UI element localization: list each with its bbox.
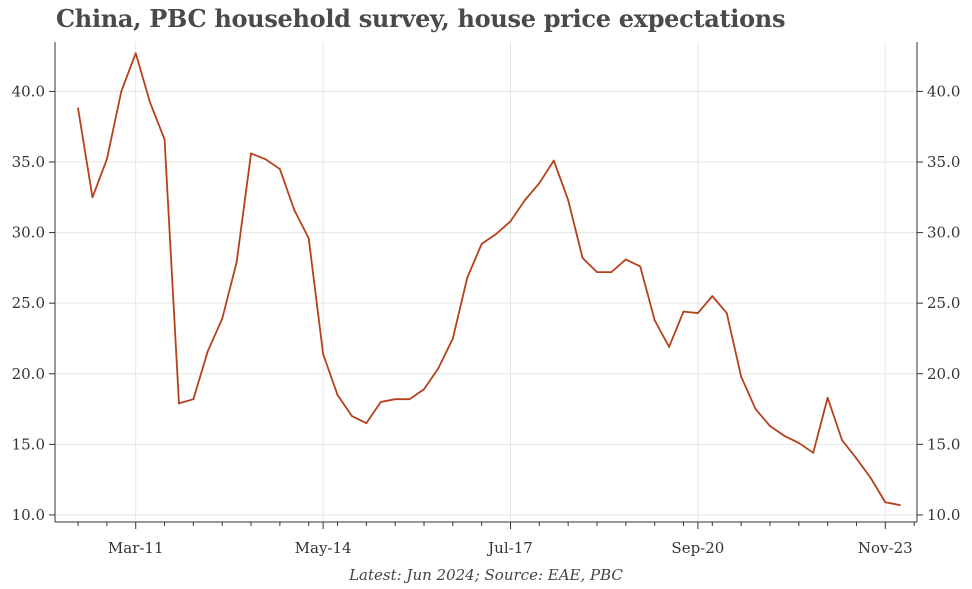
data-point — [725, 312, 728, 314]
series-line — [77, 52, 901, 506]
data-point — [797, 442, 800, 444]
data-point — [120, 90, 123, 93]
data-point — [740, 375, 743, 378]
data-point — [783, 434, 786, 437]
y-tick-label-left: 35.0 — [12, 153, 45, 171]
data-point — [869, 477, 872, 480]
data-point — [884, 501, 887, 504]
data-point — [711, 295, 714, 298]
data-point — [379, 401, 382, 403]
data-point — [826, 396, 829, 399]
data-point — [91, 196, 94, 199]
y-tick-label-right: 30.0 — [927, 224, 960, 242]
x-tick-label: Mar-11 — [108, 539, 164, 557]
data-point — [624, 258, 627, 261]
data-point — [178, 402, 180, 405]
grid-layer — [55, 42, 917, 522]
y-tick-label-right: 25.0 — [927, 294, 960, 312]
data-point — [336, 394, 339, 396]
y-tick-label-left: 30.0 — [12, 224, 45, 242]
data-point — [668, 346, 670, 348]
axes-layer — [54, 42, 918, 523]
data-point — [77, 107, 79, 110]
data-point — [682, 310, 685, 313]
data-point — [509, 220, 512, 223]
data-point — [480, 242, 483, 245]
y-tick-label-left: 25.0 — [12, 294, 45, 312]
series-layer — [77, 52, 901, 506]
y-tick-label-right: 10.0 — [927, 506, 960, 524]
y-tick-label-left: 15.0 — [12, 435, 45, 453]
data-point — [855, 457, 858, 460]
x-tick-label: Jul-17 — [486, 539, 533, 557]
data-point — [610, 271, 613, 274]
data-point — [322, 353, 325, 355]
data-point — [653, 319, 656, 322]
data-point — [769, 425, 771, 427]
data-point — [206, 350, 209, 353]
x-tick-label: Nov-23 — [858, 539, 913, 557]
data-point — [105, 158, 108, 161]
y-tick-label-right: 20.0 — [927, 365, 960, 383]
y-tick-label-right: 15.0 — [927, 435, 960, 453]
data-point — [639, 265, 642, 268]
data-point — [812, 451, 815, 454]
data-point — [250, 152, 252, 155]
ticks-layer — [49, 90, 923, 529]
data-point — [696, 312, 699, 314]
data-point — [552, 159, 555, 162]
data-point — [567, 199, 570, 202]
data-point — [163, 138, 166, 141]
data-point — [581, 257, 584, 259]
data-point — [408, 398, 411, 401]
data-point — [495, 233, 497, 235]
data-point — [365, 422, 368, 425]
tick-labels-layer: 10.0 10.0 15.0 15.0 20.0 20.0 25.0 25.0 30.0 30.0… — [12, 82, 961, 557]
data-point — [264, 158, 267, 161]
y-tick-label-right: 40.0 — [927, 82, 960, 100]
y-tick-label-left: 10.0 — [12, 506, 45, 524]
data-point — [524, 199, 526, 202]
data-point — [466, 276, 469, 279]
chart-caption: Latest: Jun 2024; Source: EAE, PBC — [349, 566, 623, 584]
y-tick-label-right: 35.0 — [927, 153, 960, 171]
data-point — [898, 504, 901, 506]
data-point — [351, 415, 353, 418]
data-point — [221, 317, 224, 320]
data-point — [293, 209, 296, 211]
data-point — [841, 439, 843, 442]
data-point — [394, 398, 397, 401]
data-point — [451, 337, 454, 340]
data-point — [437, 367, 440, 370]
data-point — [538, 182, 541, 185]
data-point — [235, 261, 238, 264]
x-tick-label: May-14 — [295, 539, 352, 557]
y-tick-label-left: 40.0 — [12, 82, 45, 100]
data-point — [754, 408, 757, 410]
data-point — [134, 52, 137, 55]
data-point — [307, 237, 310, 240]
data-point — [192, 398, 195, 401]
y-tick-label-left: 20.0 — [12, 365, 45, 383]
x-tick-label: Sep-20 — [671, 539, 724, 557]
data-point — [596, 271, 598, 274]
data-point — [423, 388, 425, 391]
data-point — [149, 101, 152, 104]
data-point — [278, 168, 281, 170]
chart-title: China, PBC household survey, house price… — [56, 4, 786, 33]
